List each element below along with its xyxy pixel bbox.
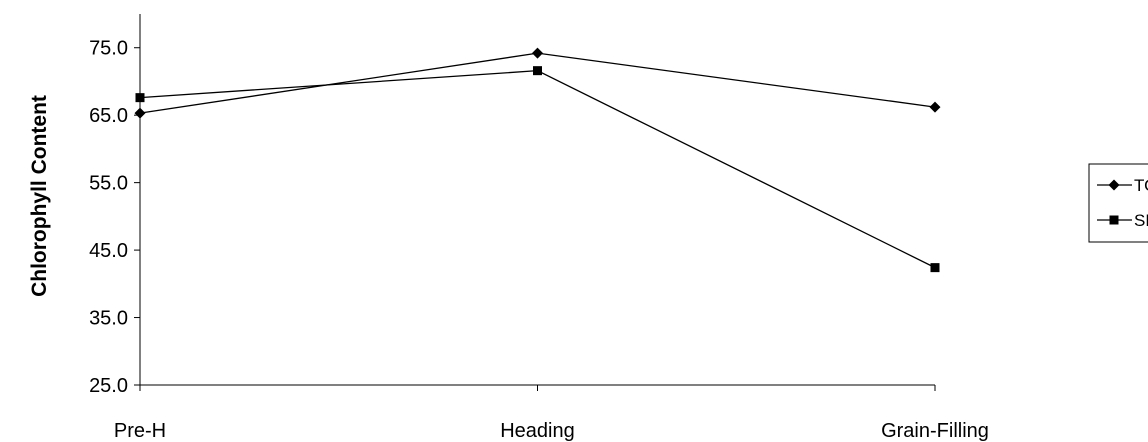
x-tick-label: Pre-H: [114, 420, 166, 442]
series-line-sen: [139, 70, 936, 269]
data-point-sen: [135, 93, 145, 103]
y-tick-label: 75.0: [89, 38, 128, 60]
y-tick-label: 35.0: [89, 308, 128, 330]
data-point-sen: [930, 263, 940, 273]
y-ticks: 25.0 35.0 45.0 55.0 65.0 75.0: [89, 38, 140, 397]
legend-label: TOL: [1134, 176, 1148, 195]
data-point-tol: [532, 47, 543, 59]
series-line-tol: [139, 52, 936, 114]
legend-label: SEN: [1134, 211, 1148, 230]
legend-item-sen: SEN: [1097, 211, 1148, 230]
x-ticks: Pre-H Heading Grain-Filling: [114, 385, 989, 442]
y-tick-label: 45.0: [89, 240, 128, 262]
y-axis-title: Chlorophyll Content: [28, 95, 51, 297]
y-tick-label: 65.0: [89, 105, 128, 127]
legend: TOL SEN: [1088, 163, 1148, 243]
legend-item-tol: TOL: [1097, 176, 1148, 195]
series-tol: [134, 47, 941, 119]
x-tick-label: Heading: [500, 420, 575, 442]
data-point-sen: [533, 66, 542, 76]
legend-marker: [1108, 179, 1120, 191]
x-tick-label: Grain-Filling: [881, 420, 989, 442]
legend-box: [1088, 163, 1148, 243]
series-sen: [135, 66, 940, 273]
legend-marker: [1109, 215, 1119, 225]
series-group: [134, 47, 941, 273]
data-point-tol: [929, 101, 941, 113]
y-tick-label: 55.0: [89, 173, 128, 195]
data-point-tol: [134, 107, 146, 119]
y-tick-label: 25.0: [89, 375, 128, 397]
